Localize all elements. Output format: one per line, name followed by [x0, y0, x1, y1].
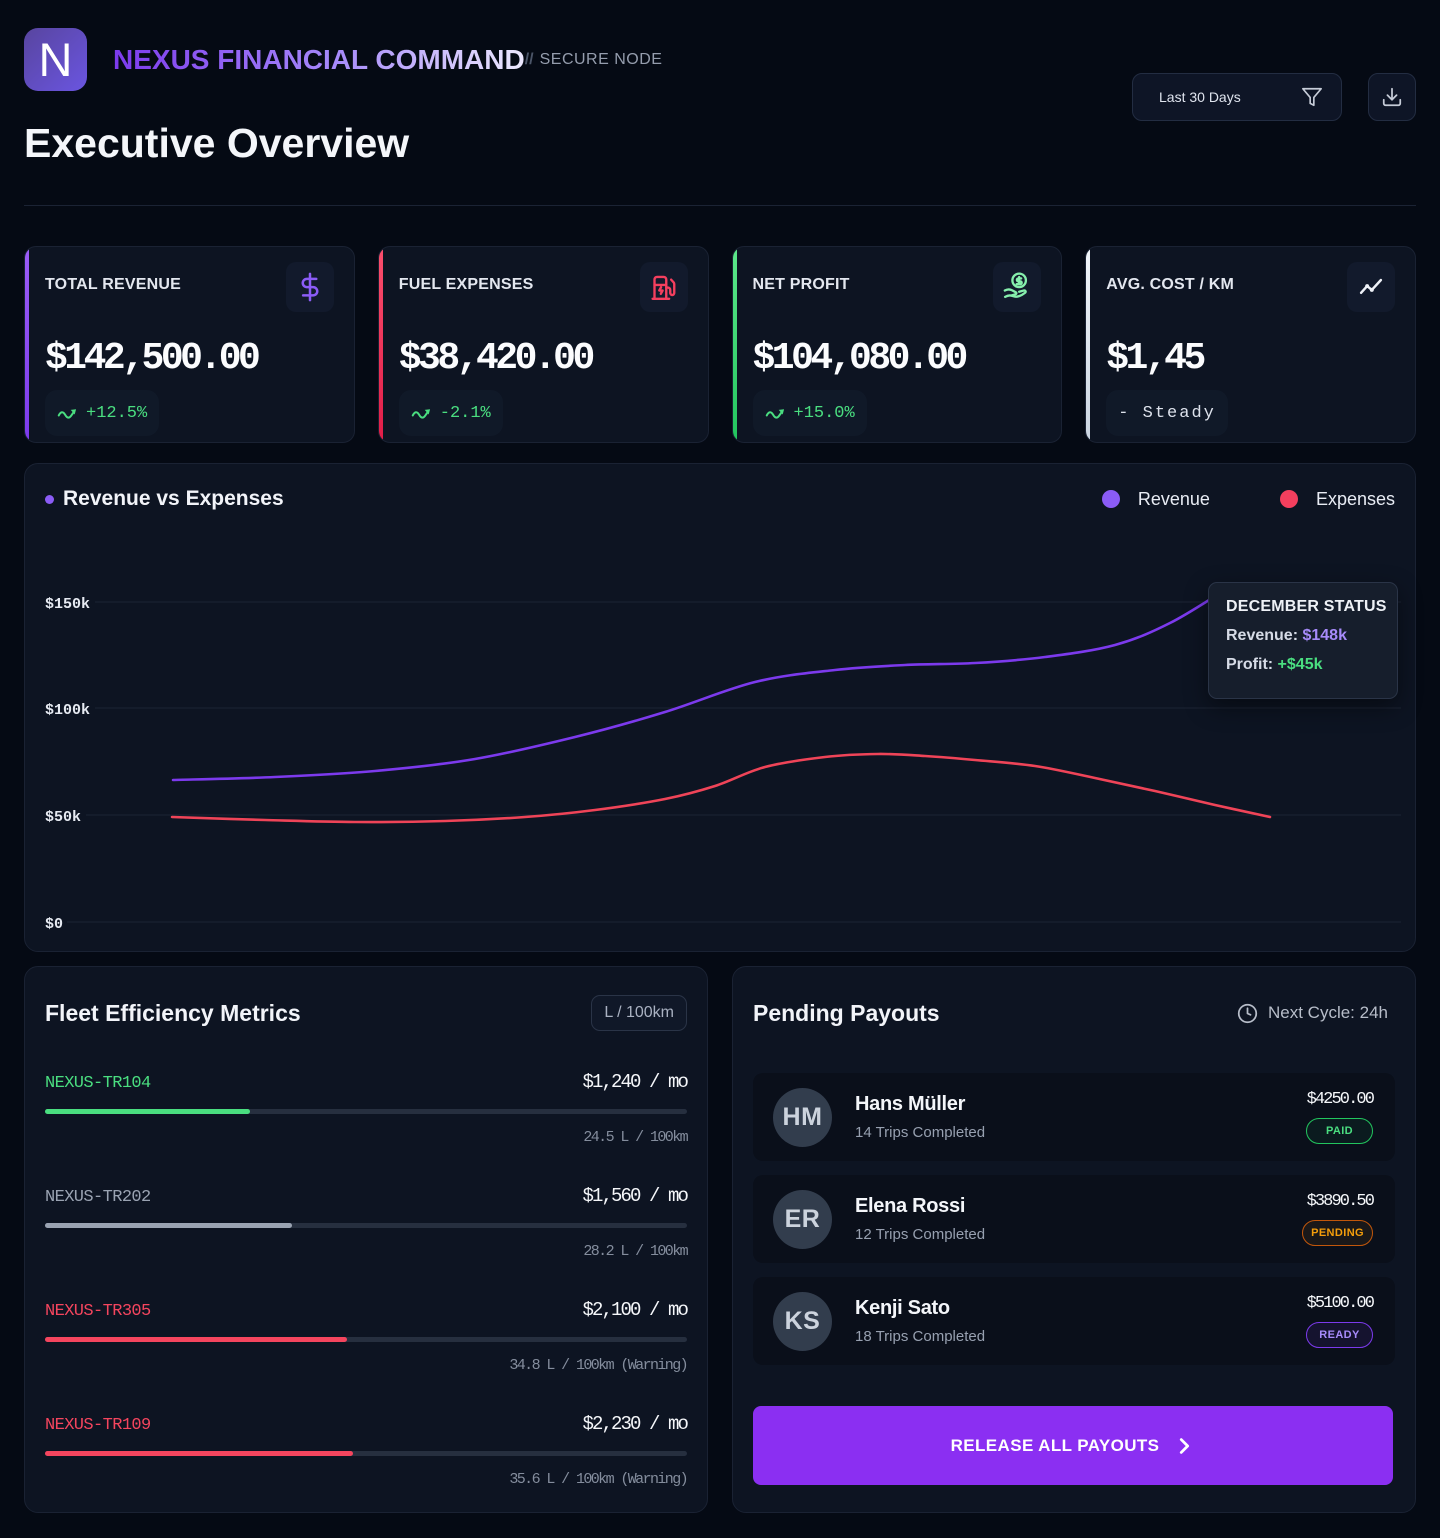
svg-text:$100k: $100k [45, 702, 90, 719]
svg-text:$0: $0 [45, 916, 63, 933]
svg-text:$50k: $50k [45, 809, 81, 826]
svg-text:$150k: $150k [45, 596, 90, 613]
